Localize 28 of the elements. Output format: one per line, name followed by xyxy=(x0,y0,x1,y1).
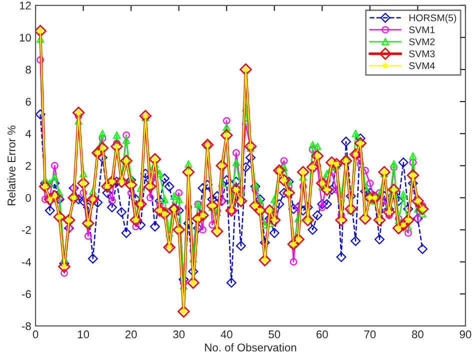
x-tick-label: 10 xyxy=(78,330,90,338)
legend-label: HORSM(5) xyxy=(409,14,456,24)
y-tick-label: 10 xyxy=(20,34,31,42)
y-tick-label: -8 xyxy=(22,322,31,330)
legend-label: SVM1 xyxy=(409,26,435,34)
x-axis-title: No. of Observation xyxy=(205,343,296,352)
x-tick-label: 50 xyxy=(268,330,280,338)
x-tick-label: 80 xyxy=(412,330,424,338)
legend-label: SVM2 xyxy=(409,38,435,46)
x-tick-label: 60 xyxy=(316,330,328,338)
x-tick-label: 90 xyxy=(460,330,472,338)
y-axis-title: Relative Error % xyxy=(7,126,16,206)
y-tick-label: 8 xyxy=(26,66,31,74)
x-tick-label: 30 xyxy=(173,330,185,338)
y-tick-label: 6 xyxy=(26,98,31,106)
y-tick-label: 0 xyxy=(26,194,31,202)
legend-label: SVM3 xyxy=(409,50,435,58)
y-tick-label: -6 xyxy=(22,290,31,298)
y-tick-label: 4 xyxy=(25,130,32,138)
x-tick-label: 0 xyxy=(32,330,38,338)
y-tick-label: -4 xyxy=(22,258,32,266)
y-tick-label: -2 xyxy=(22,226,31,234)
legend-label: SVM4 xyxy=(409,62,435,70)
x-tick-label: 20 xyxy=(125,330,137,338)
x-tick-label: 70 xyxy=(364,330,376,338)
y-tick-label: 12 xyxy=(20,2,31,10)
x-tick-label: 40 xyxy=(220,330,232,338)
y-tick-label: 2 xyxy=(26,162,31,170)
